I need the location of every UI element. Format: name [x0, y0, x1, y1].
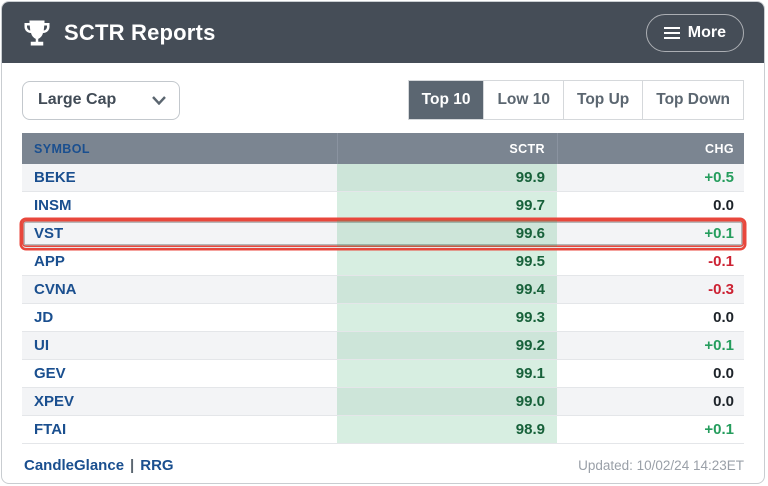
table-row-cvna: CVNA 99.4 -0.3: [22, 276, 744, 304]
widget-header: SCTR Reports More: [2, 2, 764, 63]
chg-value: +0.1: [704, 337, 734, 354]
symbol-link[interactable]: FTAI: [34, 421, 67, 438]
tab-top-down[interactable]: Top Down: [642, 81, 743, 119]
symbol-link[interactable]: XPEV: [34, 393, 75, 410]
updated-timestamp: Updated: 10/02/24 14:23ET: [578, 458, 744, 473]
table-row-xpev: XPEV 99.0 0.0: [22, 388, 744, 416]
sctr-table: SYMBOL SCTR CHG BEKE 99.9 +0.5 INSM 99.7 0.0 V…: [22, 133, 744, 444]
chg-value: -0.1: [708, 253, 734, 270]
group-select[interactable]: Large Cap: [22, 80, 180, 120]
symbol-link[interactable]: GEV: [34, 365, 66, 382]
report-tabs: Top 10 Low 10 Top Up Top Down: [407, 80, 744, 120]
chg-value: -0.3: [708, 281, 734, 298]
table-row-ui: UI 99.2 +0.1: [22, 332, 744, 360]
rrg-link[interactable]: RRG: [140, 457, 174, 474]
chg-value: 0.0: [713, 365, 734, 382]
chevron-down-icon: [152, 95, 166, 105]
table-row-ftai: FTAI 98.9 +0.1: [22, 416, 744, 444]
more-button[interactable]: More: [645, 13, 744, 52]
widget-footer: CandleGlance | RRG Updated: 10/02/24 14:23…: [2, 444, 764, 474]
footer-links: CandleGlance | RRG: [24, 457, 174, 474]
tab-low-10[interactable]: Low 10: [483, 81, 564, 119]
symbol-link[interactable]: JD: [34, 309, 54, 326]
column-header-sctr: SCTR: [337, 133, 557, 164]
sctr-value: 99.9: [337, 164, 557, 191]
group-select-value: Large Cap: [38, 91, 117, 108]
symbol-link[interactable]: CVNA: [34, 281, 77, 298]
sctr-value: 99.4: [337, 276, 557, 303]
symbol-link[interactable]: APP: [34, 253, 65, 270]
controls-row: Large Cap Top 10 Low 10 Top Up Top Down: [2, 63, 764, 133]
chg-value: 0.0: [713, 197, 734, 214]
sctr-value: 99.7: [337, 192, 557, 219]
sctr-value: 99.1: [337, 360, 557, 387]
table-body: BEKE 99.9 +0.5 INSM 99.7 0.0 VST 99.6 +0.1 APP 99.…: [22, 164, 744, 444]
symbol-link[interactable]: BEKE: [34, 169, 76, 186]
table-row-insm: INSM 99.7 0.0: [22, 192, 744, 220]
sctr-value: 99.5: [337, 248, 557, 275]
sctr-value: 99.2: [337, 332, 557, 359]
table-row-beke: BEKE 99.9 +0.5: [22, 164, 744, 192]
table-row-app: APP 99.5 -0.1: [22, 248, 744, 276]
symbol-link[interactable]: UI: [34, 337, 49, 354]
hamburger-icon: [663, 26, 680, 39]
more-button-label: More: [687, 23, 726, 41]
sctr-value: 99.6: [337, 220, 557, 247]
chg-value: +0.5: [704, 169, 734, 186]
table-header-row: SYMBOL SCTR CHG: [22, 133, 744, 164]
trophy-icon: [22, 18, 52, 48]
column-header-symbol: SYMBOL: [34, 141, 90, 156]
table-row-vst: VST 99.6 +0.1: [22, 220, 744, 248]
symbol-link[interactable]: VST: [34, 225, 64, 242]
tab-top-up[interactable]: Top Up: [563, 81, 643, 119]
chg-value: 0.0: [713, 393, 734, 410]
sctr-value: 98.9: [337, 416, 557, 443]
column-header-chg: CHG: [557, 133, 744, 164]
tab-top-10[interactable]: Top 10: [408, 81, 484, 119]
chg-value: 0.0: [713, 309, 734, 326]
candleglance-link[interactable]: CandleGlance: [24, 457, 125, 474]
chg-value: +0.1: [704, 421, 734, 438]
table-row-jd: JD 99.3 0.0: [22, 304, 744, 332]
table-row-gev: GEV 99.1 0.0: [22, 360, 744, 388]
chg-value: +0.1: [704, 225, 734, 242]
symbol-link[interactable]: INSM: [34, 197, 72, 214]
footer-separator: |: [130, 457, 135, 474]
widget-title: SCTR Reports: [64, 19, 216, 45]
sctr-value: 99.3: [337, 304, 557, 331]
sctr-value: 99.0: [337, 388, 557, 415]
